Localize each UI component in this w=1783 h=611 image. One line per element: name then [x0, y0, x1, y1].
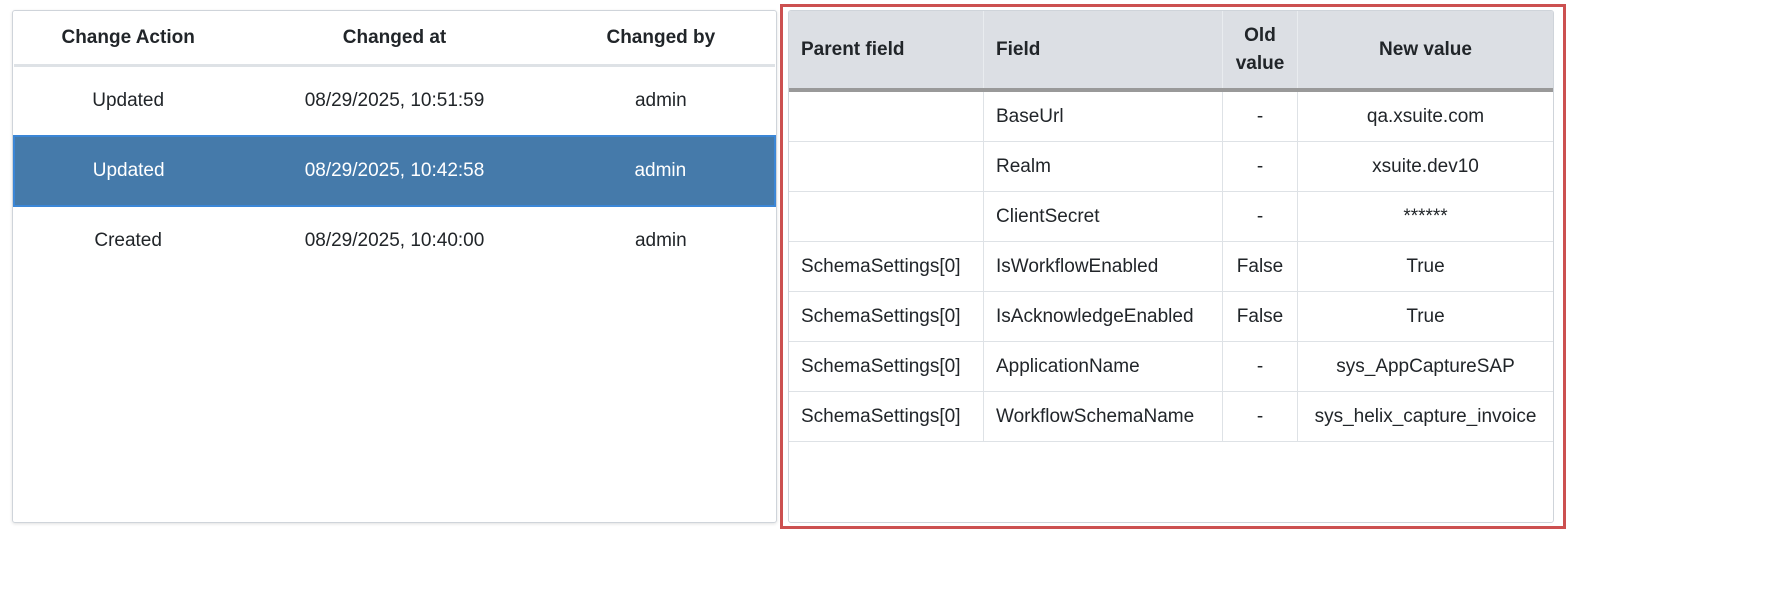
history-header-row: Change Action Changed at Changed by [14, 11, 775, 67]
cell-new-value: xsuite.dev10 [1297, 141, 1553, 192]
cell-field: ClientSecret [983, 191, 1223, 242]
cell-parent-field [789, 141, 984, 192]
cell-old-value: False [1222, 291, 1298, 342]
cell-field: Realm [983, 141, 1223, 192]
change-row: SchemaSettings[0] IsAcknowledgeEnabled Fal… [789, 291, 1553, 342]
change-row: Realm - xsuite.dev10 [789, 141, 1553, 192]
cell-parent-field: SchemaSettings[0] [789, 241, 984, 292]
cell-new-value: qa.xsuite.com [1297, 90, 1553, 142]
change-row: BaseUrl - qa.xsuite.com [789, 90, 1553, 142]
change-details-table: Parent field Field Old value New value B… [789, 11, 1553, 442]
cell-parent-field [789, 90, 984, 142]
cell-new-value: sys_AppCaptureSAP [1297, 341, 1553, 392]
cell-parent-field: SchemaSettings[0] [789, 341, 984, 392]
cell-new-value: sys_helix_capture_invoice [1297, 391, 1553, 442]
history-row[interactable]: Created 08/29/2025, 10:40:00 admin [14, 206, 775, 275]
cell-changed-by: admin [546, 135, 776, 207]
cell-changed-by: admin [634, 90, 687, 111]
column-header-new-value[interactable]: New value [1297, 11, 1553, 92]
cell-old-value: False [1222, 241, 1298, 292]
change-history-panel: Change Action Changed at Changed by Upda… [12, 10, 777, 523]
change-row: ClientSecret - ****** [789, 191, 1553, 242]
column-header-old-value[interactable]: Old value [1222, 11, 1298, 92]
cell-change-action: Created [94, 230, 162, 251]
change-details-panel: Parent field Field Old value New value B… [788, 10, 1554, 523]
column-header-changed-by[interactable]: Changed by [546, 11, 775, 67]
cell-field: ApplicationName [983, 341, 1223, 392]
cell-field: WorkflowSchemaName [983, 391, 1223, 442]
change-row: SchemaSettings[0] WorkflowSchemaName - sys_… [789, 391, 1553, 442]
cell-old-value: - [1222, 90, 1298, 142]
cell-changed-at: 08/29/2025, 10:51:59 [304, 90, 485, 111]
column-header-change-action[interactable]: Change Action [14, 11, 243, 67]
cell-changed-at: 08/29/2025, 10:42:58 [242, 135, 547, 207]
cell-field: IsAcknowledgeEnabled [983, 291, 1223, 342]
cell-new-value: True [1297, 241, 1553, 292]
cell-parent-field: SchemaSettings[0] [789, 291, 984, 342]
cell-changed-at: 08/29/2025, 10:40:00 [304, 230, 485, 251]
change-history-table: Change Action Changed at Changed by Upda… [13, 11, 776, 275]
change-row: SchemaSettings[0] IsWorkflowEnabled False T… [789, 241, 1553, 292]
column-header-parent-field[interactable]: Parent field [789, 11, 984, 92]
column-header-changed-at[interactable]: Changed at [242, 11, 547, 67]
history-row[interactable]: Updated 08/29/2025, 10:51:59 admin [14, 66, 775, 137]
cell-change-action: Updated [92, 90, 165, 111]
cell-old-value: - [1222, 341, 1298, 392]
cell-old-value: - [1222, 141, 1298, 192]
cell-field: IsWorkflowEnabled [983, 241, 1223, 292]
history-row[interactable]: Updated 08/29/2025, 10:42:58 admin [13, 135, 776, 207]
highlight-frame: Parent field Field Old value New value B… [780, 4, 1566, 529]
cell-field: BaseUrl [983, 90, 1223, 142]
cell-new-value: True [1297, 291, 1553, 342]
change-row: SchemaSettings[0] ApplicationName - sys_App… [789, 341, 1553, 392]
details-header-row: Parent field Field Old value New value [789, 11, 1553, 92]
cell-changed-by: admin [634, 230, 687, 251]
cell-old-value: - [1222, 191, 1298, 242]
cell-old-value: - [1222, 391, 1298, 442]
column-header-field[interactable]: Field [983, 11, 1223, 92]
cell-new-value: ****** [1297, 191, 1553, 242]
cell-change-action: Updated [13, 135, 243, 207]
cell-parent-field [789, 191, 984, 242]
cell-parent-field: SchemaSettings[0] [789, 391, 984, 442]
